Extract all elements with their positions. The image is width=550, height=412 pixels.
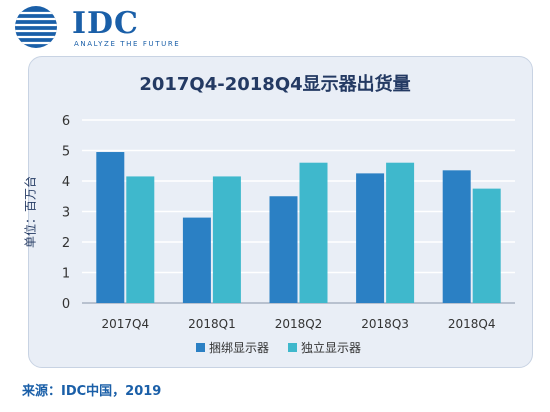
y-tick-label: 4 [62, 175, 70, 190]
logo-wordmark: IDC [72, 6, 139, 41]
x-tick-label: 2018Q3 [361, 317, 409, 331]
bar-standalone [126, 176, 155, 303]
legend-entry: 独立显示器 [301, 340, 361, 355]
legend-swatch [196, 343, 205, 352]
globe-icon [15, 6, 57, 48]
x-tick-label: 2018Q1 [188, 317, 236, 331]
bar-standalone [386, 162, 415, 303]
bar-standalone [299, 162, 328, 303]
logo-tagline: ANALYZE THE FUTURE [74, 40, 181, 48]
source-note: 来源：IDC中国，2019 [22, 384, 162, 399]
y-tick-label: 0 [62, 297, 70, 312]
x-tick-label: 2018Q4 [448, 317, 496, 331]
chart-title: 2017Q4-2018Q4显示器出货量 [139, 74, 411, 95]
y-tick-label: 3 [62, 206, 70, 221]
bar-bundled [269, 196, 298, 303]
bar-standalone [212, 176, 241, 303]
y-tick-label: 2 [62, 236, 70, 251]
legend-swatch [288, 343, 297, 352]
y-tick-label: 1 [62, 267, 70, 282]
x-tick-label: 2018Q2 [275, 317, 323, 331]
bar-standalone [472, 188, 501, 303]
y-tick-label: 5 [62, 145, 70, 160]
bar-bundled [442, 170, 471, 303]
legend-entry: 捆绑显示器 [209, 341, 269, 355]
idc-logo: IDC ANALYZE THE FUTURE [8, 4, 179, 50]
bar-bundled [182, 217, 211, 303]
x-tick-label: 2017Q4 [101, 317, 149, 331]
y-tick-label: 6 [62, 114, 70, 129]
bar-bundled [96, 152, 125, 303]
bar-bundled [356, 173, 385, 303]
